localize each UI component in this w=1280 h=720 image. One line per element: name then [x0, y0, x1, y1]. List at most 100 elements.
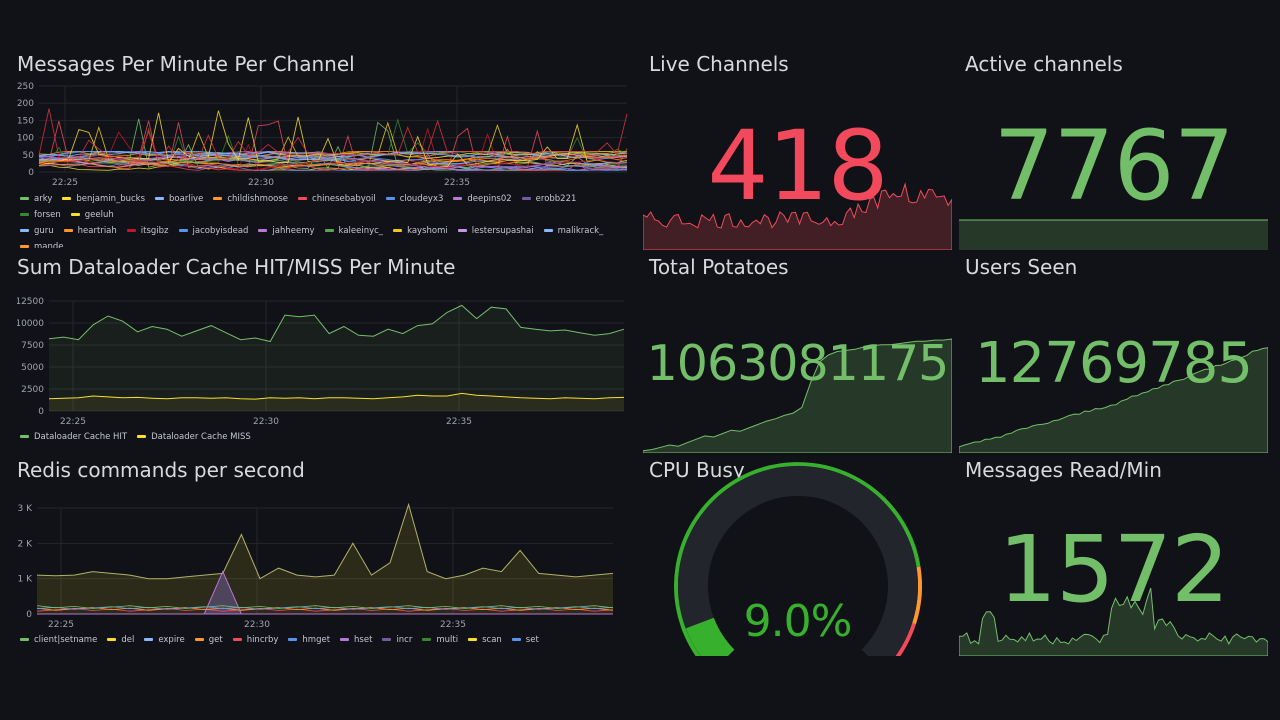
- legend-item[interactable]: set: [511, 632, 539, 648]
- legend-item[interactable]: jacobyisdead: [178, 223, 248, 239]
- legend-label: get: [208, 635, 223, 645]
- legend-item[interactable]: cloudeyx3: [385, 191, 443, 207]
- legend-item[interactable]: mande: [20, 239, 64, 248]
- legend-item[interactable]: multi: [422, 632, 458, 648]
- panel-active-channels[interactable]: Active channels 7767: [959, 52, 1268, 250]
- legend-swatch: [20, 229, 29, 232]
- y-tick-label: 0: [38, 407, 44, 417]
- series-line: [38, 156, 628, 169]
- legend-item[interactable]: Dataloader Cache MISS: [137, 429, 251, 445]
- messages-chart[interactable]: 250 200 150 100 50 0 22:25 22:30 22:35: [17, 52, 629, 248]
- panel-users-seen[interactable]: Users Seen 12769785: [959, 255, 1268, 453]
- legend-swatch: [324, 229, 334, 232]
- legend-swatch: [70, 213, 80, 216]
- messages-legend: arky benjamin_bucks boarlive childishmoose c…: [20, 191, 629, 248]
- legend-item[interactable]: lestersupashai: [457, 223, 534, 239]
- panel-live-channels[interactable]: Live Channels 418: [643, 52, 952, 250]
- panel-messages-per-minute[interactable]: Messages Per Minute Per Channel 250 200 15…: [17, 52, 629, 248]
- legend-item[interactable]: incr: [382, 632, 412, 648]
- legend-label: del: [121, 635, 135, 645]
- panel-title: Messages Per Minute Per Channel: [17, 52, 355, 76]
- legend-label: boarlive: [169, 194, 204, 204]
- series-line: [38, 156, 628, 171]
- legend-item[interactable]: del: [107, 632, 134, 648]
- legend-item[interactable]: kaleeinyc_: [324, 223, 384, 239]
- legend-swatch: [382, 638, 392, 641]
- panel-dataloader-cache[interactable]: Sum Dataloader Cache HIT/MISS Per Minute…: [17, 255, 629, 451]
- y-tick-label: 0: [26, 610, 32, 620]
- panel-title: CPU Busy: [649, 458, 745, 482]
- panel-redis-commands[interactable]: Redis commands per second 3 K 2 K 1 K 0 22:…: [17, 458, 629, 654]
- legend-swatch: [194, 638, 204, 641]
- series-line: [38, 110, 628, 167]
- legend-label: mande: [34, 242, 64, 248]
- legend-label: kaleeinyc_: [338, 226, 384, 236]
- legend-item[interactable]: jahheemy: [258, 223, 315, 239]
- legend-swatch: [63, 229, 73, 232]
- x-tick-label: 22:30: [248, 178, 274, 188]
- legend-item[interactable]: forsen: [20, 207, 61, 223]
- cache-miss-line: [48, 392, 625, 400]
- cache-chart[interactable]: 12500 10000 7500 5000 2500 0 22:25 22:30 22:35: [17, 255, 629, 451]
- y-tick-label: 7500: [21, 341, 44, 351]
- redis-chart[interactable]: 3 K 2 K 1 K 0 22:25 22:30 22:35: [17, 458, 629, 654]
- x-tick-label: 22:25: [60, 417, 86, 427]
- panel-total-potatoes[interactable]: Total Potatoes 1063081175: [643, 255, 952, 453]
- legend-item[interactable]: hset: [340, 632, 372, 648]
- legend-swatch: [543, 229, 553, 232]
- cache-hit-area: [49, 305, 624, 411]
- y-tick-label: 2500: [21, 385, 44, 395]
- legend-item[interactable]: chinesebabyoil: [298, 191, 376, 207]
- active-channels-sparkline: [959, 219, 1268, 250]
- legend-label: benjamin_bucks: [76, 194, 146, 204]
- legend-item[interactable]: itsgibz: [126, 223, 169, 239]
- y-tick-label: 250: [17, 82, 34, 92]
- legend-item[interactable]: malikrack_: [543, 223, 604, 239]
- legend-swatch: [511, 638, 521, 641]
- panel-title: Sum Dataloader Cache HIT/MISS Per Minute: [17, 255, 456, 279]
- legend-item[interactable]: kayshomi: [393, 223, 448, 239]
- cpu-busy-gauge: [674, 462, 922, 656]
- legend-item[interactable]: client|setname: [20, 632, 97, 648]
- x-tick-label: 22:25: [48, 620, 74, 630]
- legend-label: itsgibz: [140, 226, 169, 236]
- legend-swatch: [126, 229, 136, 232]
- legend-label: client|setname: [34, 635, 98, 645]
- users-seen-sparkline: [959, 347, 1268, 453]
- legend-item[interactable]: benjamin_bucks: [62, 191, 145, 207]
- legend-label: scan: [482, 635, 502, 645]
- x-tick-label: 22:35: [446, 417, 472, 427]
- legend-item[interactable]: guru: [20, 223, 54, 239]
- legend-item[interactable]: deepins02: [453, 191, 512, 207]
- y-tick-label: 100: [17, 134, 34, 144]
- legend-swatch: [298, 197, 308, 200]
- legend-item[interactable]: hmget: [288, 632, 330, 648]
- legend-swatch: [62, 197, 72, 200]
- legend-item[interactable]: heartriah: [63, 223, 117, 239]
- legend-swatch: [468, 638, 478, 641]
- panel-messages-read[interactable]: Messages Read/Min 1572: [959, 458, 1268, 656]
- legend-item[interactable]: erobb221: [521, 191, 576, 207]
- legend-item[interactable]: expire: [144, 632, 185, 648]
- legend-swatch: [232, 638, 242, 641]
- x-tick-label: 22:35: [440, 620, 466, 630]
- legend-swatch: [213, 197, 223, 200]
- redis-spike-area: [37, 570, 613, 615]
- legend-item[interactable]: childishmoose: [213, 191, 288, 207]
- legend-item[interactable]: boarlive: [155, 191, 203, 207]
- legend-item[interactable]: scan: [468, 632, 502, 648]
- legend-swatch: [107, 638, 117, 641]
- legend-label: expire: [158, 635, 185, 645]
- legend-label: lestersupashai: [471, 226, 534, 236]
- panel-cpu-busy[interactable]: CPU Busy 9.0%: [643, 458, 952, 656]
- legend-item[interactable]: arky: [20, 191, 52, 207]
- legend-item[interactable]: Dataloader Cache HIT: [20, 429, 127, 445]
- y-tick-label: 12500: [17, 297, 44, 307]
- legend-swatch: [155, 197, 165, 200]
- legend-item[interactable]: geeluh: [70, 207, 114, 223]
- legend-label: malikrack_: [557, 226, 604, 236]
- total-potatoes-sparkline: [643, 338, 952, 453]
- legend-item[interactable]: get: [194, 632, 223, 648]
- legend-item[interactable]: hincrby: [232, 632, 278, 648]
- series-line: [38, 150, 628, 167]
